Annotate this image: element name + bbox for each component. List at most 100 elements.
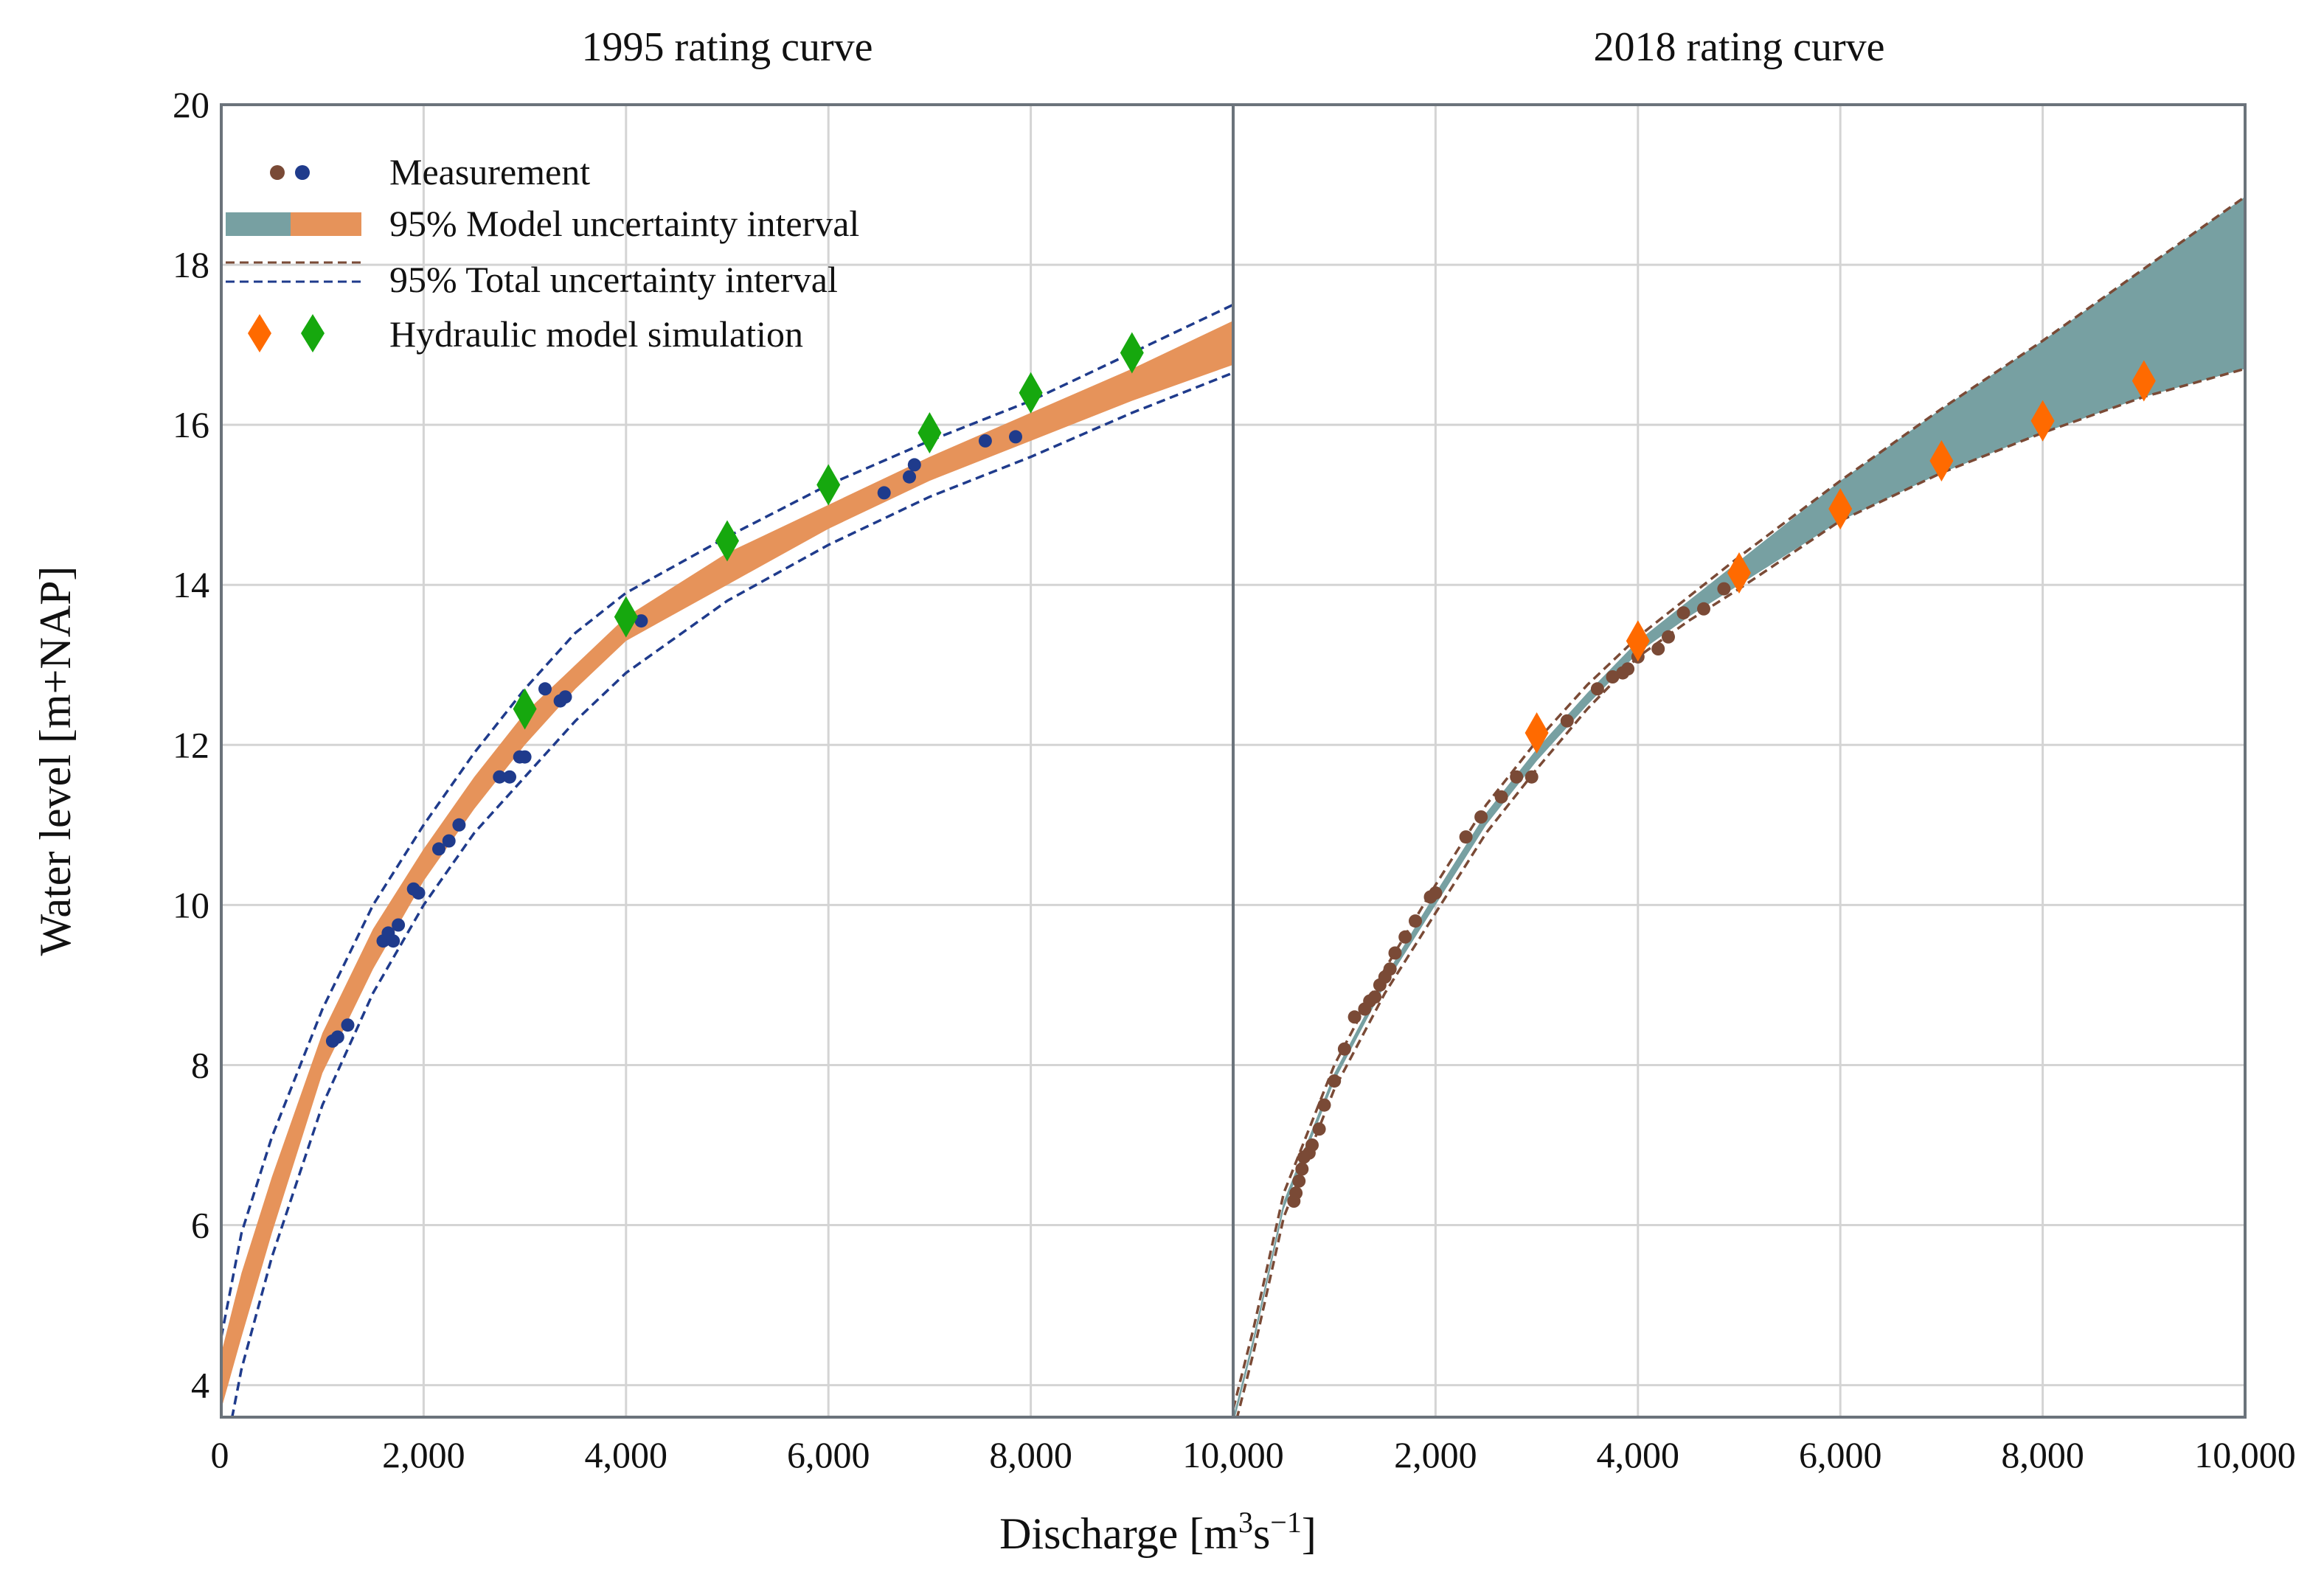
measurement-point-p1-26	[1510, 770, 1524, 784]
measurement-point-p1-34	[1651, 642, 1665, 655]
y-tick-label-7: 18	[173, 244, 209, 285]
x-tick-label-p0-5: 10,000	[1182, 1434, 1284, 1475]
legend: Measurement 95% Model uncertainty interv…	[226, 151, 859, 355]
x-tick-label-p1-1: 2,000	[1394, 1434, 1477, 1475]
x-tick-label-p1-5: 10,000	[2194, 1434, 2296, 1475]
simulation-diamond-p1-3	[1828, 488, 1853, 530]
y-tick-label-4: 12	[173, 724, 209, 765]
simulation-diamond-p0-5	[1019, 372, 1043, 414]
measurement-point-p1-18	[1388, 946, 1402, 960]
measurement-point-p0-1	[330, 1030, 344, 1044]
measurement-point-p1-35	[1662, 630, 1675, 644]
simulation-diamond-p1-2	[1727, 552, 1751, 594]
simulation-diamond-p0-2	[715, 520, 739, 562]
measurement-point-p0-2	[341, 1018, 355, 1032]
simulation-diamond-p0-3	[816, 464, 841, 506]
measurement-point-p1-10	[1337, 1042, 1351, 1056]
x-axis-label: Discharge [m3s−1]	[999, 1506, 1317, 1558]
measurement-point-p0-24	[1009, 430, 1022, 444]
y-tick-label-5: 14	[173, 564, 209, 605]
measurement-point-p1-29	[1590, 682, 1604, 696]
simulation-diamond-p0-1	[614, 596, 638, 638]
legend-measurement-marker-blue	[295, 165, 310, 180]
measurement-point-p0-6	[392, 918, 406, 932]
measurement-point-p1-20	[1409, 914, 1422, 928]
x-tick-label-p0-4: 8,000	[989, 1434, 1072, 1475]
total-bound-upper-p1	[1233, 195, 2245, 1410]
simulation-diamond-p0-0	[513, 688, 537, 730]
measurement-point-p0-20	[877, 486, 891, 500]
panel-title-2018: 2018 rating curve	[1594, 24, 1885, 70]
measurement-point-p1-22	[1429, 886, 1443, 900]
panel-title-1995: 1995 rating curve	[582, 24, 873, 70]
y-tick-label-8: 20	[173, 84, 209, 125]
measurement-point-p0-23	[978, 434, 992, 448]
x-tick-label-p0-2: 4,000	[585, 1434, 668, 1475]
measurement-point-p0-11	[452, 818, 466, 832]
measurement-point-p1-27	[1525, 770, 1539, 784]
measurement-point-p1-32	[1621, 662, 1635, 676]
measurement-point-p0-12	[493, 770, 507, 784]
legend-label-measurement: Measurement	[389, 151, 590, 192]
measurement-point-p0-22	[907, 458, 921, 472]
measurement-point-p0-16	[538, 682, 552, 696]
simulation-diamond-p1-1	[1626, 620, 1650, 662]
measurement-point-p1-1	[1289, 1186, 1303, 1200]
measurement-point-p0-9	[432, 842, 445, 856]
x-tick-label-p0-3: 6,000	[787, 1434, 870, 1475]
measurement-point-p1-28	[1560, 714, 1574, 728]
legend-label-simulation: Hydraulic model simulation	[389, 313, 803, 355]
measurement-point-p1-11	[1347, 1010, 1362, 1024]
total-bound-upper-p0	[221, 303, 1233, 1338]
measurement-point-p0-13	[503, 770, 516, 784]
measurement-point-p0-10	[442, 834, 456, 848]
measurement-point-p1-23	[1459, 830, 1473, 844]
total-bound-lower-p0	[230, 371, 1233, 1417]
measurement-point-p1-2	[1292, 1174, 1306, 1188]
measurement-point-p0-18	[558, 690, 572, 704]
x-tick-label-p1-2: 4,000	[1597, 1434, 1680, 1475]
y-tick-label-2: 8	[191, 1044, 209, 1085]
measurement-point-p1-8	[1317, 1098, 1331, 1112]
measurement-point-p1-7	[1312, 1122, 1326, 1136]
panel-2018-frame	[1232, 103, 2247, 1419]
axis-ticks: 4 6 8 10 12 14 16 18 20 0 2,000 4,000 6,000 8,000 10,0…	[173, 84, 2296, 1475]
measurement-point-p0-8	[412, 886, 426, 900]
measurement-point-p0-5	[386, 934, 400, 948]
measurement-point-p0-15	[518, 750, 532, 764]
panel-1995-plot-area	[221, 303, 1233, 1417]
measurement-point-p0-21	[903, 470, 916, 484]
y-axis-label: Water level [m+NAP]	[31, 566, 80, 956]
measurement-point-p1-17	[1383, 962, 1397, 976]
panel-2018-plot-area	[1233, 195, 2245, 1417]
legend-simulation-marker-green	[301, 314, 325, 352]
simulation-diamond-p0-4	[918, 412, 942, 453]
legend-measurement-marker-brown	[270, 165, 285, 180]
x-tick-label-p1-4: 8,000	[2001, 1434, 2084, 1475]
y-tick-label-3: 10	[173, 884, 209, 925]
measurement-point-p1-25	[1494, 790, 1508, 804]
simulation-diamond-p1-4	[1929, 439, 1954, 481]
measurement-point-p1-36	[1676, 606, 1690, 620]
simulation-diamond-p1-5	[2030, 400, 2055, 442]
model-band-p1	[1233, 196, 2245, 1417]
x-tick-label-p0-0: 0	[211, 1434, 229, 1475]
legend-label-total-interval: 95% Total uncertainty interval	[389, 259, 838, 300]
y-tick-label-0: 4	[191, 1365, 209, 1406]
measurement-point-p1-38	[1717, 582, 1731, 596]
simulation-diamond-p0-6	[1120, 332, 1144, 374]
model-band-p0	[221, 321, 1233, 1410]
x-tick-label-p0-1: 2,000	[382, 1434, 465, 1475]
legend-simulation-marker-orange	[248, 314, 271, 352]
total-bound-lower-p1	[1235, 367, 2245, 1417]
simulation-diamond-p1-6	[2132, 360, 2156, 402]
measurement-point-p0-19	[634, 614, 648, 628]
x-tick-label-p1-3: 6,000	[1799, 1434, 1882, 1475]
panel-1995-frame	[220, 103, 1235, 1419]
measurement-point-p1-14	[1368, 990, 1382, 1004]
legend-model-band-teal	[226, 212, 291, 236]
y-tick-label-6: 16	[173, 404, 209, 445]
measurement-point-p1-24	[1474, 810, 1488, 824]
measurement-point-p1-3	[1295, 1162, 1309, 1176]
